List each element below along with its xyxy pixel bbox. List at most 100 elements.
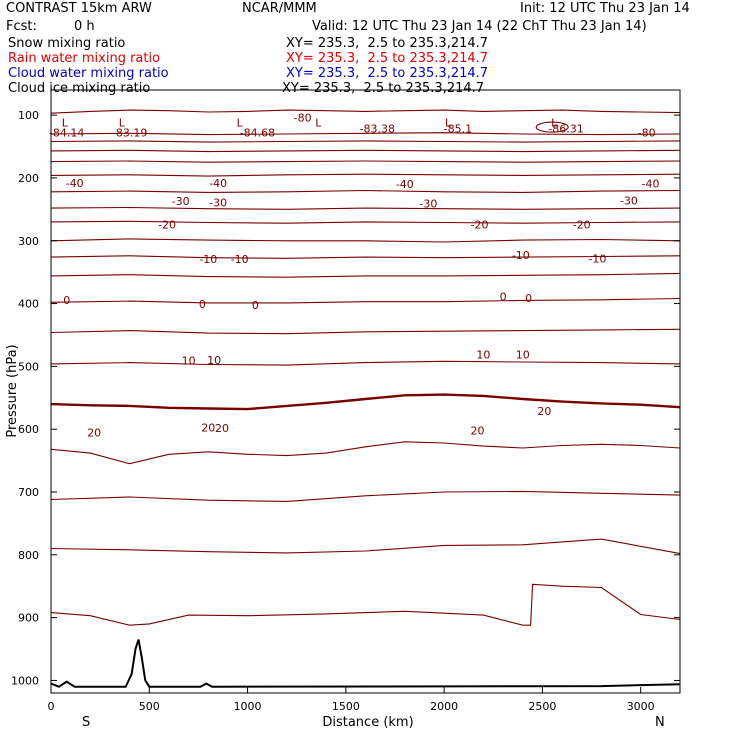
x-tick-label: 2500: [528, 700, 556, 713]
x-tick-label: 1000: [234, 700, 262, 713]
low-marker: L: [119, 117, 126, 130]
contour-label: 20: [201, 421, 215, 434]
field-cloud-water-xy: XY= 235.3, 2.5 to 235.3,214.7: [286, 66, 489, 81]
isotherm-line: [50, 109, 681, 114]
field-cloud-water-name: Cloud water mixing ratio: [8, 66, 169, 81]
isotherm-line: [50, 538, 681, 555]
isotherm-line: [50, 189, 681, 193]
y-tick-label: 600: [18, 423, 39, 436]
y-tick-label: 700: [18, 486, 39, 499]
contour-label: 0: [252, 299, 259, 312]
contour-label: -40: [642, 178, 660, 191]
x-tick-label: 3000: [627, 700, 655, 713]
contour-label: -40: [66, 177, 84, 190]
contour-label: -85.1: [444, 122, 472, 135]
field-rain-xy: XY= 235.3, 2.5 to 235.3,214.7: [286, 51, 489, 66]
contour-labels: -80 -84.14 -83.19 -84.68 -83.38 -85.1 -86.31 -8…: [49, 112, 660, 440]
contour-label: -10: [199, 253, 217, 266]
isotherm-line: [50, 360, 681, 366]
low-marker: L: [237, 117, 244, 130]
contour-label: 0: [500, 291, 507, 304]
contour-label: -83.38: [360, 122, 395, 135]
isotherm-line: [50, 206, 681, 210]
y-tick-label: 1000: [11, 674, 39, 687]
contour-label: -83.19: [112, 127, 147, 140]
contour-label: -30: [172, 195, 190, 208]
contour-label: -80: [294, 112, 312, 125]
low-marker: L: [551, 117, 558, 130]
contour-label: 0: [525, 292, 532, 305]
valid-time: Valid: 12 UTC Thu 23 Jan 14 (22 ChT Thu …: [312, 19, 647, 34]
closed-contour: [535, 121, 569, 133]
isotherm-line: [50, 160, 681, 163]
plot-frame: [50, 89, 681, 694]
isotherm-line: [50, 149, 681, 153]
low-marker: L: [62, 117, 69, 130]
init-time: Init: 12 UTC Thu 23 Jan 14: [520, 1, 690, 16]
contour-label: -30: [620, 195, 638, 208]
low-marker: L: [315, 117, 322, 130]
y-tick-label: 200: [18, 172, 39, 185]
field-cloud-ice-name: Cloud ice mixing ratio: [8, 81, 151, 96]
x-axis: 0 500 1000 1500 2000 2500 3000: [48, 687, 655, 713]
field-snow-name: Snow mixing ratio: [8, 36, 126, 51]
isotherm-line: [50, 583, 681, 626]
field-rain-name: Rain water mixing ratio: [8, 51, 161, 66]
contour-label: -10: [231, 253, 249, 266]
y-tick-label: 800: [18, 549, 39, 562]
isotherm-line: [50, 297, 681, 304]
agency-label: NCAR/MMM: [242, 1, 317, 16]
isotherm-line: [50, 255, 681, 259]
isotherm-contours: [50, 109, 681, 688]
x-tick-label: 1500: [332, 700, 360, 713]
y-axis-label: Pressure (hPa): [5, 344, 20, 437]
contour-label: -20: [158, 218, 176, 231]
forecast-label: Fcst:: [6, 19, 37, 34]
contour-label: -40: [209, 177, 227, 190]
x-axis-label: Distance (km): [322, 715, 413, 730]
isotherm-line: [50, 272, 681, 278]
contour-label: 20: [215, 422, 229, 435]
contour-label: -30: [209, 196, 227, 209]
y-tick-label: 300: [18, 235, 39, 248]
y-tick-label: 400: [18, 298, 39, 311]
isotherm-line: [50, 132, 681, 136]
contour-label: -10: [588, 252, 606, 265]
x-axis-end-label: N: [655, 715, 665, 730]
x-axis-start-label: S: [82, 715, 90, 730]
contour-label: 20: [471, 424, 485, 437]
contour-label: 0: [199, 298, 206, 311]
isotherm-line: [50, 140, 681, 143]
isotherm-line: [50, 441, 681, 465]
x-tick-label: 0: [48, 700, 55, 713]
x-tick-label: 2000: [430, 700, 458, 713]
contour-label: -10: [512, 249, 530, 262]
contour-label: 20: [87, 426, 101, 439]
contour-label: 10: [516, 348, 530, 361]
contour-label: -80: [638, 127, 656, 140]
contour-label: 0: [63, 294, 70, 307]
terrain-line: [50, 639, 681, 688]
contour-label: 10: [182, 355, 196, 368]
forecast-hour: 0 h: [74, 19, 95, 34]
contour-label: 20: [537, 405, 551, 418]
isotherm-line: [50, 238, 681, 243]
contour-label: -20: [471, 218, 489, 231]
y-tick-label: 900: [18, 612, 39, 625]
model-title: CONTRAST 15km ARW: [6, 1, 152, 16]
contour-label: -84.14: [49, 127, 84, 140]
field-cloud-ice-xy: XY= 235.3, 2.5 to 235.3,214.7: [282, 81, 485, 96]
contour-label: -84.68: [240, 127, 275, 140]
isotherm-line: [50, 393, 681, 411]
isotherm-line: [50, 173, 681, 177]
field-snow-xy: XY= 235.3, 2.5 to 235.3,214.7: [286, 36, 489, 51]
isotherm-line: [50, 220, 681, 224]
contour-label: -20: [573, 218, 591, 231]
contour-label: -40: [396, 178, 414, 191]
contour-label: -30: [419, 198, 437, 211]
contour-label: 10: [207, 354, 221, 367]
isotherm-line: [50, 328, 681, 335]
x-tick-label: 500: [139, 700, 160, 713]
